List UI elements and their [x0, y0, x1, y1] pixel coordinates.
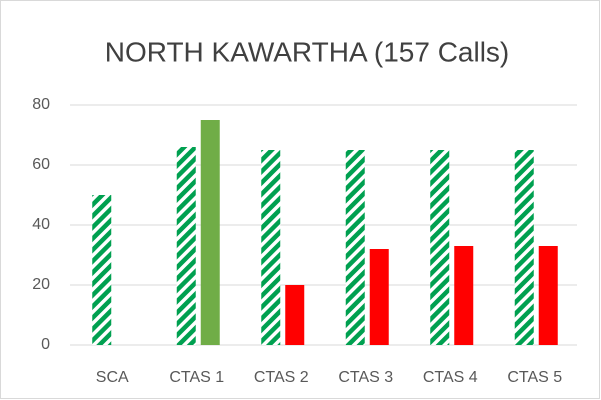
x-tick-label: CTAS 1 — [169, 369, 224, 386]
bar — [200, 120, 220, 345]
y-tick-label: 0 — [41, 336, 50, 353]
bar — [345, 150, 365, 345]
y-tick-label: 80 — [32, 96, 50, 113]
x-tick-label: CTAS 2 — [254, 369, 309, 386]
x-tick-label: SCA — [96, 369, 129, 386]
x-tick-label: CTAS 4 — [423, 369, 478, 386]
bar — [285, 285, 305, 345]
y-tick-label: 40 — [32, 216, 50, 233]
bar — [261, 150, 281, 345]
bar — [514, 150, 534, 345]
x-tick-label: CTAS 5 — [507, 369, 562, 386]
bar — [176, 147, 196, 345]
bar — [538, 246, 558, 345]
bar — [430, 150, 450, 345]
bar — [369, 249, 389, 345]
bar — [454, 246, 474, 345]
bar — [92, 195, 112, 345]
y-tick-label: 60 — [32, 156, 50, 173]
y-tick-label: 20 — [32, 276, 50, 293]
chart-title: NORTH KAWARTHA (157 Calls) — [105, 36, 510, 67]
x-tick-label: CTAS 3 — [338, 369, 393, 386]
